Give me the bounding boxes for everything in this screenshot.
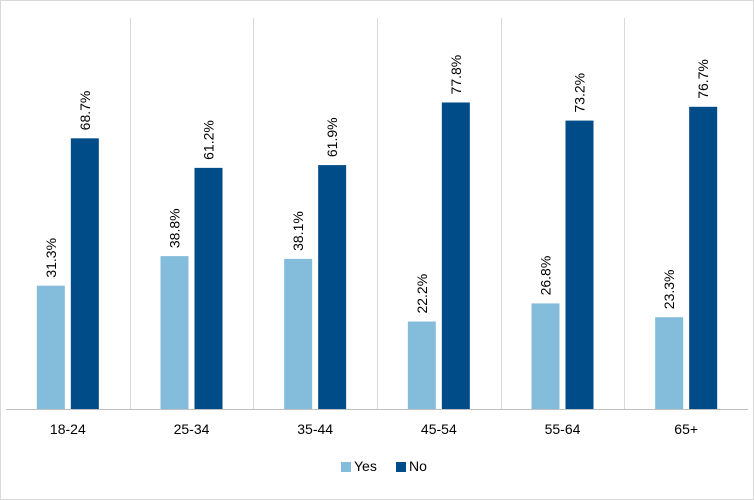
bars: [36, 102, 718, 409]
x-tick-label: 25-34: [174, 421, 210, 437]
x-tick-label: 45-54: [421, 421, 457, 437]
x-axis-tick-labels: 18-24 25-34 35-44 45-54 55-64 65+: [50, 421, 698, 437]
legend-label-yes: Yes: [354, 458, 377, 474]
x-tick-label: 18-24: [50, 421, 86, 437]
data-label-yes-18-24: 31.3%: [43, 238, 59, 278]
bar-yes-35-44: [284, 258, 313, 409]
bar-no-45-54: [441, 102, 470, 409]
data-label-no-35-44: 61.9%: [324, 117, 340, 157]
x-tick-label: 65+: [674, 421, 698, 437]
data-label-yes-55-64: 26.8%: [538, 256, 554, 296]
bar-no-35-44: [318, 165, 347, 409]
bar-yes-25-34: [160, 256, 189, 409]
data-label-yes-25-34: 38.8%: [167, 208, 183, 248]
data-label-yes-65+: 23.3%: [661, 269, 677, 309]
bar-yes-65+: [655, 317, 684, 409]
legend: Yes No: [341, 458, 427, 474]
bar-no-55-64: [565, 120, 594, 409]
bar-yes-18-24: [36, 285, 65, 409]
category-separators: [130, 18, 625, 409]
legend-swatch-no: [396, 462, 406, 472]
data-label-yes-35-44: 38.1%: [290, 211, 306, 251]
legend-label-no: No: [409, 458, 427, 474]
bar-no-65+: [689, 106, 718, 409]
data-label-no-18-24: 68.7%: [77, 91, 93, 131]
data-label-no-65+: 76.7%: [695, 59, 711, 99]
legend-swatch-yes: [341, 462, 351, 472]
data-label-no-55-64: 73.2%: [572, 73, 588, 113]
bar-no-18-24: [70, 138, 99, 409]
data-label-yes-45-54: 22.2%: [414, 274, 430, 314]
data-labels: 31.3% 68.7% 38.8% 61.2% 38.1% 61.9% 22.2% 77.8%…: [43, 55, 711, 314]
bar-no-25-34: [194, 167, 223, 409]
bar-yes-45-54: [407, 321, 436, 409]
bar-yes-55-64: [531, 303, 560, 409]
x-tick-label: 35-44: [297, 421, 333, 437]
x-tick-label: 55-64: [545, 421, 581, 437]
data-label-no-25-34: 61.2%: [201, 120, 217, 160]
data-label-no-45-54: 77.8%: [448, 55, 464, 95]
